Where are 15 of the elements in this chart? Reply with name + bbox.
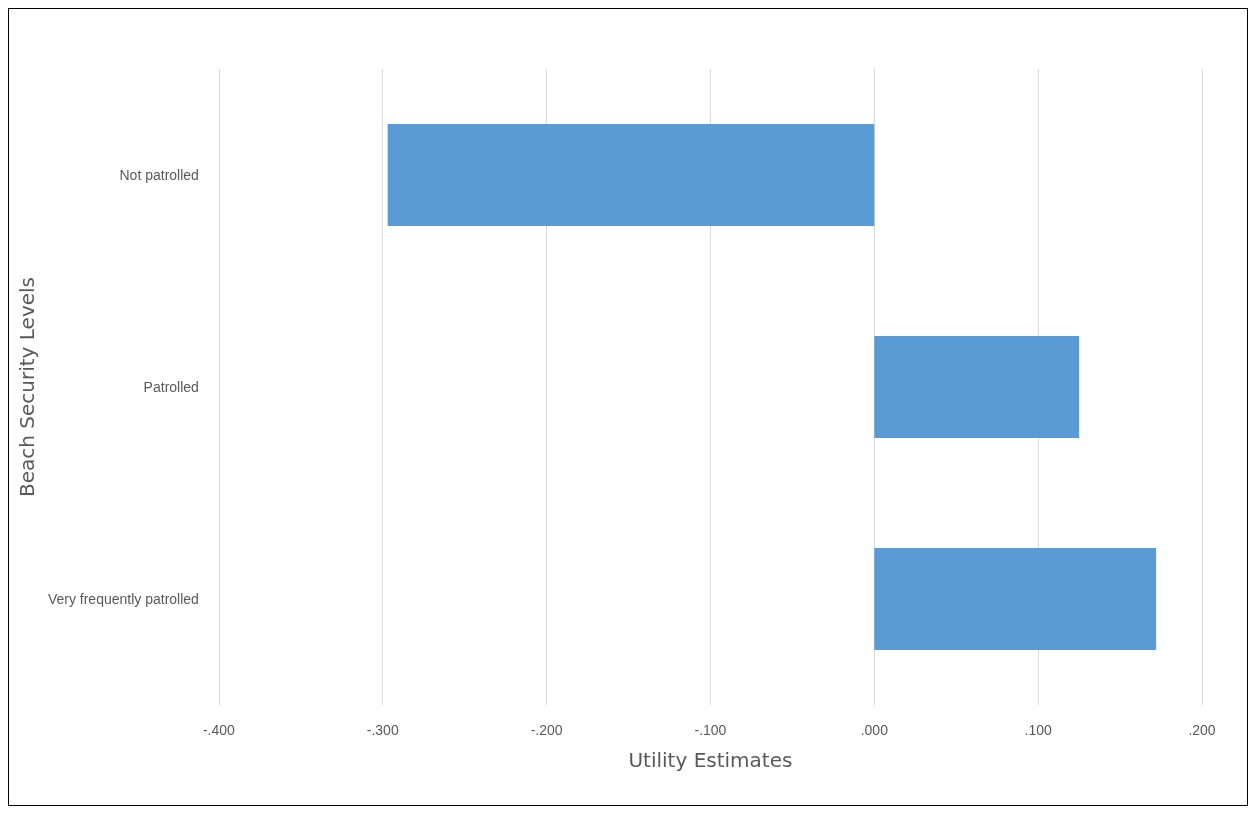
bar <box>874 548 1157 650</box>
y-tick-label: Patrolled <box>143 379 199 395</box>
x-axis-title: Utility Estimates <box>628 748 793 772</box>
x-tick-label: -.100 <box>694 722 727 738</box>
x-tick-label: .000 <box>860 722 889 738</box>
y-tick-label: Not patrolled <box>119 167 199 183</box>
x-tick-label: -.200 <box>530 722 563 738</box>
x-tick-label: -.300 <box>366 722 399 738</box>
bar <box>387 124 875 226</box>
bar <box>874 336 1080 438</box>
x-tick-label: -.400 <box>202 722 236 738</box>
x-tick-label: .100 <box>1024 722 1052 738</box>
y-tick-label: Very frequently patrolled <box>47 591 199 607</box>
y-axis-title: Beach Security Levels <box>15 276 39 498</box>
x-tick-label: .200 <box>1188 722 1216 738</box>
